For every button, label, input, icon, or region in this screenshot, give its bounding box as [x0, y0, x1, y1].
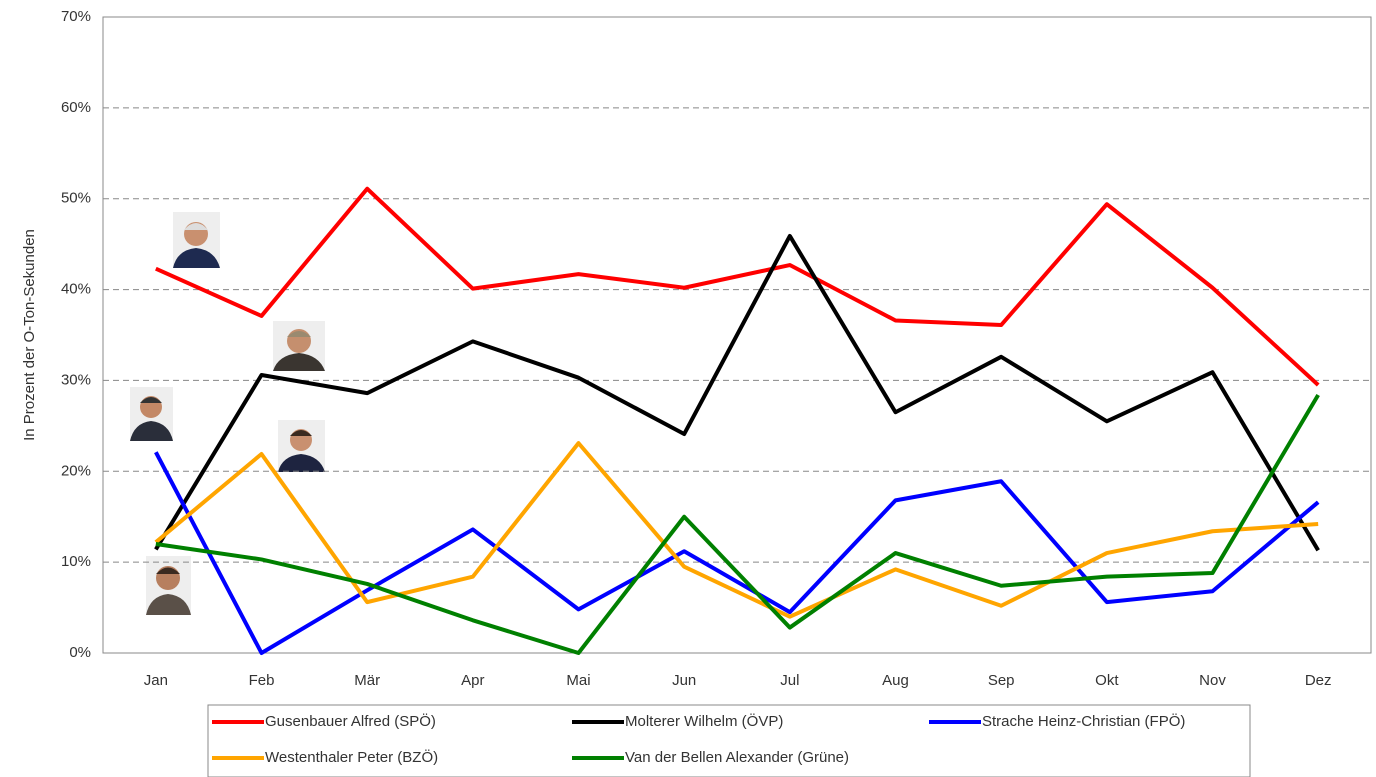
x-tick-label: Sep [988, 672, 1015, 689]
series-line [155, 393, 1320, 655]
y-tick-label: 70% [61, 8, 91, 25]
x-tick-label: Apr [461, 672, 484, 689]
portrait [130, 387, 173, 441]
legend-label: Westenthaler Peter (BZÖ) [265, 748, 438, 766]
portrait [273, 321, 325, 371]
series-line [155, 186, 1320, 387]
x-tick-label: Mai [566, 672, 590, 689]
x-tick-label: Mär [354, 672, 380, 689]
series-line [154, 441, 1319, 619]
x-tick-label: Jun [672, 672, 696, 689]
legend-label: Gusenbauer Alfred (SPÖ) [265, 712, 436, 730]
portrait [173, 212, 220, 268]
portrait [146, 556, 191, 615]
series-line [154, 451, 1320, 655]
y-tick-label: 20% [61, 462, 91, 479]
x-tick-label: Jan [144, 672, 168, 689]
legend-label: Molterer Wilhelm (ÖVP) [625, 712, 783, 730]
x-tick-label: Feb [249, 672, 275, 689]
x-tick-label: Aug [882, 672, 909, 689]
x-tick-label: Nov [1199, 672, 1226, 689]
legend-box [207, 704, 1251, 777]
legend-label: Van der Bellen Alexander (Grüne) [625, 749, 849, 766]
x-tick-label: Okt [1095, 672, 1119, 689]
x-tick-label: Dez [1305, 672, 1332, 689]
y-axis-title: In Prozent der O-Ton-Sekunden [21, 229, 38, 441]
y-tick-label: 0% [69, 644, 91, 661]
portrait [278, 420, 325, 472]
y-tick-label: 60% [61, 99, 91, 116]
portraits [130, 212, 325, 615]
y-tick-label: 50% [61, 190, 91, 207]
y-tick-label: 10% [61, 553, 91, 570]
x-tick-label: Jul [780, 672, 799, 689]
legend-label: Strache Heinz-Christian (FPÖ) [982, 712, 1185, 730]
y-tick-label: 40% [61, 281, 91, 298]
series-line [154, 233, 1320, 552]
y-tick-label: 30% [61, 371, 91, 388]
